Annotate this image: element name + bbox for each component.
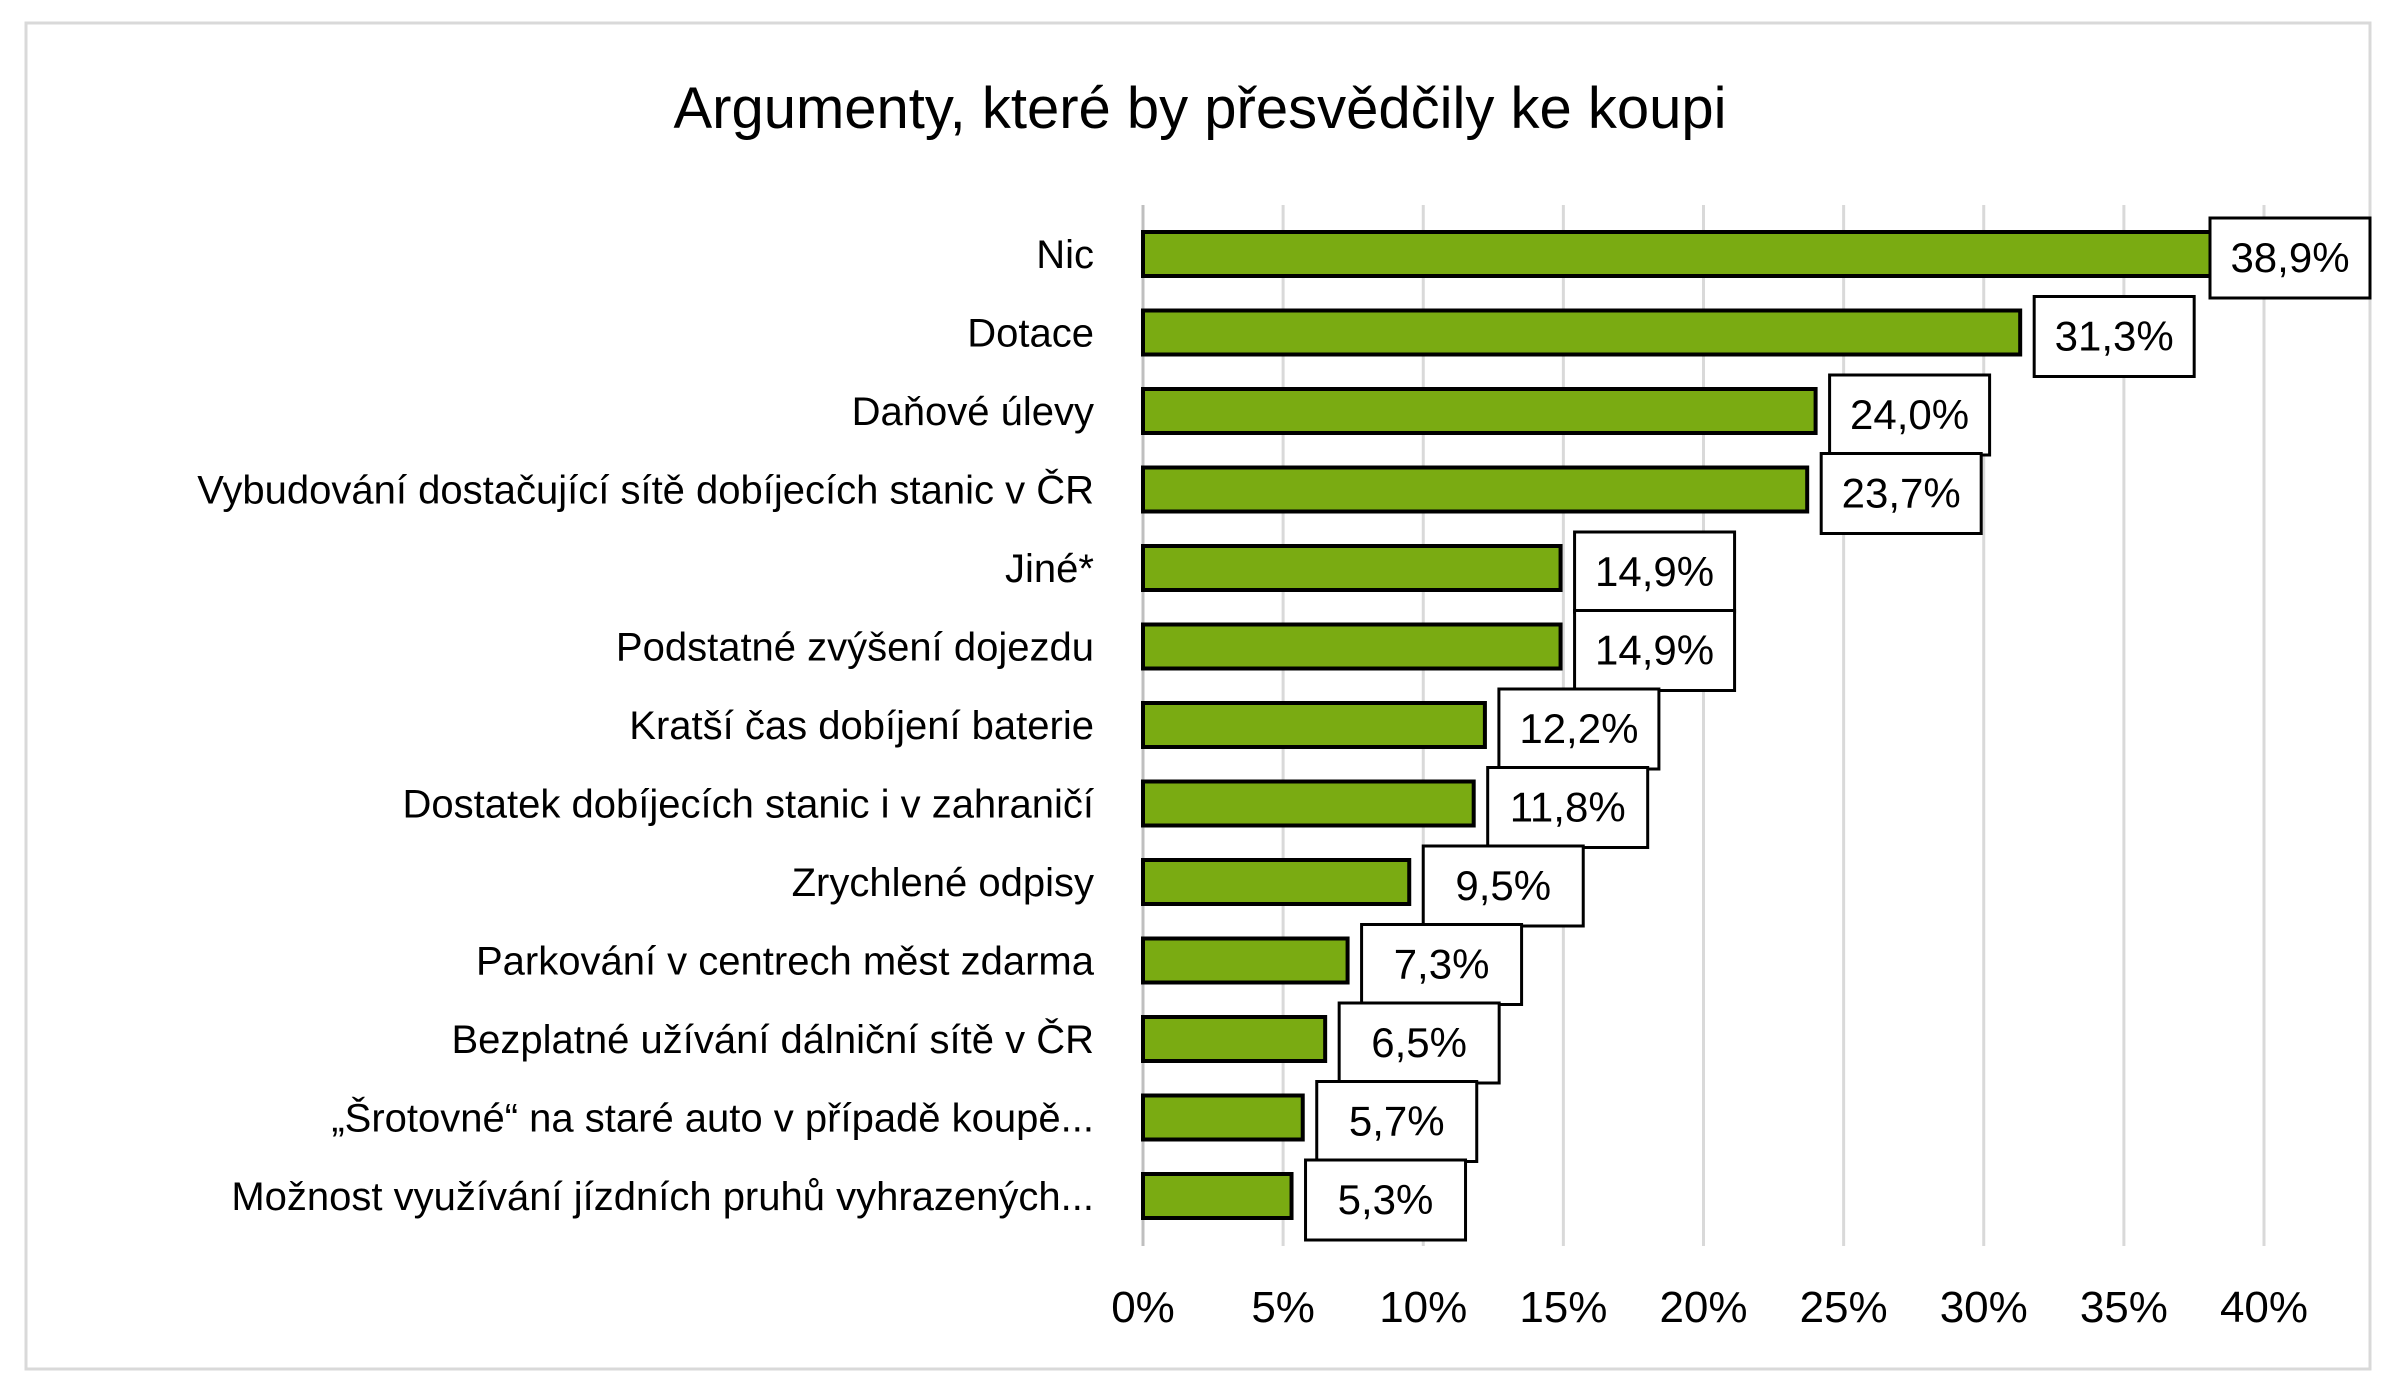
chart-title: Argumenty, které by přesvědčily ke koupi xyxy=(673,76,1726,141)
bar xyxy=(1141,622,1563,671)
bar xyxy=(1141,1015,1328,1063)
data-label: 14,9% xyxy=(1595,548,1714,595)
bar xyxy=(1141,544,1563,592)
x-tick-label: 30% xyxy=(1940,1283,2028,1332)
category-label: Daňové úlevy xyxy=(852,390,1094,434)
category-label: Vybudování dostačující sítě dobíjecích s… xyxy=(197,468,1094,513)
data-label-box xyxy=(1421,844,1585,928)
bar xyxy=(1141,701,1487,749)
category-label: Bezplatné užívání dálniční sítě v ČR xyxy=(451,1017,1094,1062)
x-tick-label: 15% xyxy=(1519,1283,1607,1332)
bar xyxy=(1141,1093,1305,1142)
data-label-box xyxy=(2032,295,2196,378)
category-label: Podstatné zvýšení dojezdu xyxy=(616,626,1094,670)
x-tick-label: 5% xyxy=(1251,1283,1315,1332)
data-label: 11,8% xyxy=(1510,784,1626,831)
data-label: 31,3% xyxy=(2055,313,2174,360)
data-label-box xyxy=(1486,766,1650,849)
data-label: 5,7% xyxy=(1349,1098,1445,1145)
category-label: Možnost využívání jízdních pruhů vyhraze… xyxy=(231,1175,1094,1219)
bar xyxy=(1141,779,1476,828)
bar xyxy=(1141,936,1350,985)
data-label: 9,5% xyxy=(1455,862,1551,909)
category-label: „Šrotovné“ na staré auto v případě koupě… xyxy=(331,1096,1094,1141)
category-label: Kratší čas dobíjení baterie xyxy=(629,704,1094,748)
data-label: 7,3% xyxy=(1394,941,1490,988)
category-label: Nic xyxy=(1036,233,1094,277)
category-label: Dotace xyxy=(967,312,1094,356)
x-tick-label: 25% xyxy=(1800,1283,1888,1332)
data-label: 6,5% xyxy=(1371,1019,1467,1066)
chart-border xyxy=(24,21,2372,1371)
category-label: Parkování v centrech měst zdarma xyxy=(476,940,1095,984)
data-label: 23,7% xyxy=(1842,470,1961,517)
x-tick-label: 20% xyxy=(1659,1283,1747,1332)
data-label-box xyxy=(2208,216,2372,300)
bar xyxy=(1141,465,1810,514)
data-label: 14,9% xyxy=(1595,627,1714,674)
x-tick-label: 35% xyxy=(2080,1283,2168,1332)
bar xyxy=(1141,308,2023,357)
data-label: 5,3% xyxy=(1338,1176,1434,1223)
x-tick-label: 40% xyxy=(2220,1283,2308,1332)
data-label-box xyxy=(1304,1158,1468,1242)
data-label: 24,0% xyxy=(1850,391,1969,438)
data-label: 38,9% xyxy=(2230,234,2349,281)
bar xyxy=(1141,858,1412,906)
bar xyxy=(1141,1172,1294,1220)
data-label-box xyxy=(1315,1080,1479,1163)
category-label: Jiné* xyxy=(1005,547,1094,591)
data-label: 12,2% xyxy=(1519,705,1638,752)
data-label-box xyxy=(1337,1001,1501,1085)
category-label: Zrychlené odpisy xyxy=(792,861,1094,905)
data-label-box xyxy=(1497,687,1661,771)
x-tick-label: 10% xyxy=(1379,1283,1467,1332)
category-label: Dostatek dobíjecích stanic i v zahraničí xyxy=(403,783,1094,827)
bar xyxy=(1141,387,1818,435)
x-tick-label: 0% xyxy=(1111,1283,1175,1332)
bar xyxy=(1141,230,2236,278)
data-label-box xyxy=(1819,452,1983,535)
